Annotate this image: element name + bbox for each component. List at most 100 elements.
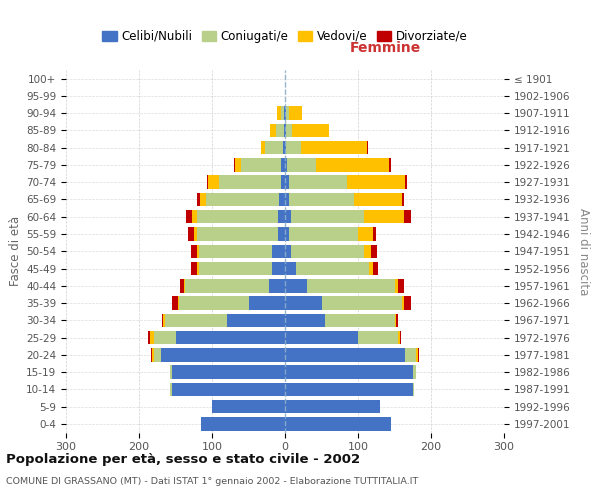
Bar [400,331,401,344]
Bar [373,228,376,240]
Bar [285,400,380,413]
Bar [212,400,285,413]
Bar [398,331,400,344]
Bar [201,417,285,430]
Bar [355,192,402,206]
Bar [161,348,285,362]
Bar [285,366,413,379]
Text: COMUNE DI GRASSANO (MT) - Dati ISTAT 1° gennaio 2002 - Elaborazione TUTTITALIA.I: COMUNE DI GRASSANO (MT) - Dati ISTAT 1° … [6,478,418,486]
Legend: Celibi/Nubili, Coniugati/e, Vedovi/e, Divorziate/e: Celibi/Nubili, Coniugati/e, Vedovi/e, Di… [98,25,472,48]
Bar [197,244,199,258]
Bar [234,158,235,172]
Bar [197,262,199,275]
Bar [261,141,265,154]
Bar [197,192,200,206]
Bar [161,314,163,327]
Bar [406,348,416,362]
Bar [279,192,285,206]
Bar [281,106,284,120]
Bar [289,228,358,240]
Bar [364,244,371,258]
Bar [289,106,302,120]
Bar [207,176,208,189]
Bar [402,192,404,206]
Text: Femmine: Femmine [350,42,421,56]
Bar [418,348,419,362]
Bar [289,192,355,206]
Bar [241,158,281,172]
Bar [191,262,197,275]
Bar [307,279,395,292]
Bar [164,314,227,327]
Bar [194,228,197,240]
Bar [389,158,391,172]
Bar [285,331,358,344]
Bar [148,331,150,344]
Bar [296,262,369,275]
Bar [402,296,404,310]
Bar [289,176,347,189]
Y-axis label: Fasce di età: Fasce di età [9,216,22,286]
Bar [265,141,283,154]
Bar [416,348,418,362]
Bar [286,106,289,120]
Bar [283,141,285,154]
Bar [284,124,285,137]
Bar [285,141,286,154]
Bar [154,348,161,362]
Bar [285,279,307,292]
Bar [358,228,373,240]
Bar [272,262,285,275]
Bar [172,366,285,379]
Bar [292,124,329,137]
Bar [199,244,272,258]
Bar [278,228,285,240]
Bar [151,348,152,362]
Bar [285,296,322,310]
Bar [170,366,172,379]
Bar [413,366,416,379]
Bar [396,314,398,327]
Bar [163,314,164,327]
Bar [281,158,285,172]
Bar [371,244,377,258]
Bar [395,279,398,292]
Bar [227,314,285,327]
Bar [285,228,289,240]
Bar [286,141,301,154]
Bar [208,176,220,189]
Bar [184,279,185,292]
Bar [278,210,285,224]
Bar [152,348,154,362]
Bar [406,176,407,189]
Bar [322,296,402,310]
Bar [398,279,404,292]
Bar [404,296,411,310]
Bar [285,417,391,430]
Bar [220,176,281,189]
Bar [248,296,285,310]
Bar [180,279,184,292]
Bar [150,331,154,344]
Bar [235,158,241,172]
Bar [179,296,248,310]
Bar [367,141,368,154]
Bar [281,176,285,189]
Bar [285,314,325,327]
Bar [316,158,389,172]
Bar [276,124,284,137]
Bar [286,124,292,137]
Bar [413,382,414,396]
Bar [395,314,396,327]
Bar [285,176,289,189]
Bar [191,210,197,224]
Bar [373,262,379,275]
Bar [170,382,172,396]
Text: Popolazione per età, sesso e stato civile - 2002: Popolazione per età, sesso e stato civil… [6,452,360,466]
Bar [206,192,279,206]
Bar [200,192,206,206]
Bar [285,262,296,275]
Bar [325,314,395,327]
Bar [191,244,197,258]
Bar [172,296,178,310]
